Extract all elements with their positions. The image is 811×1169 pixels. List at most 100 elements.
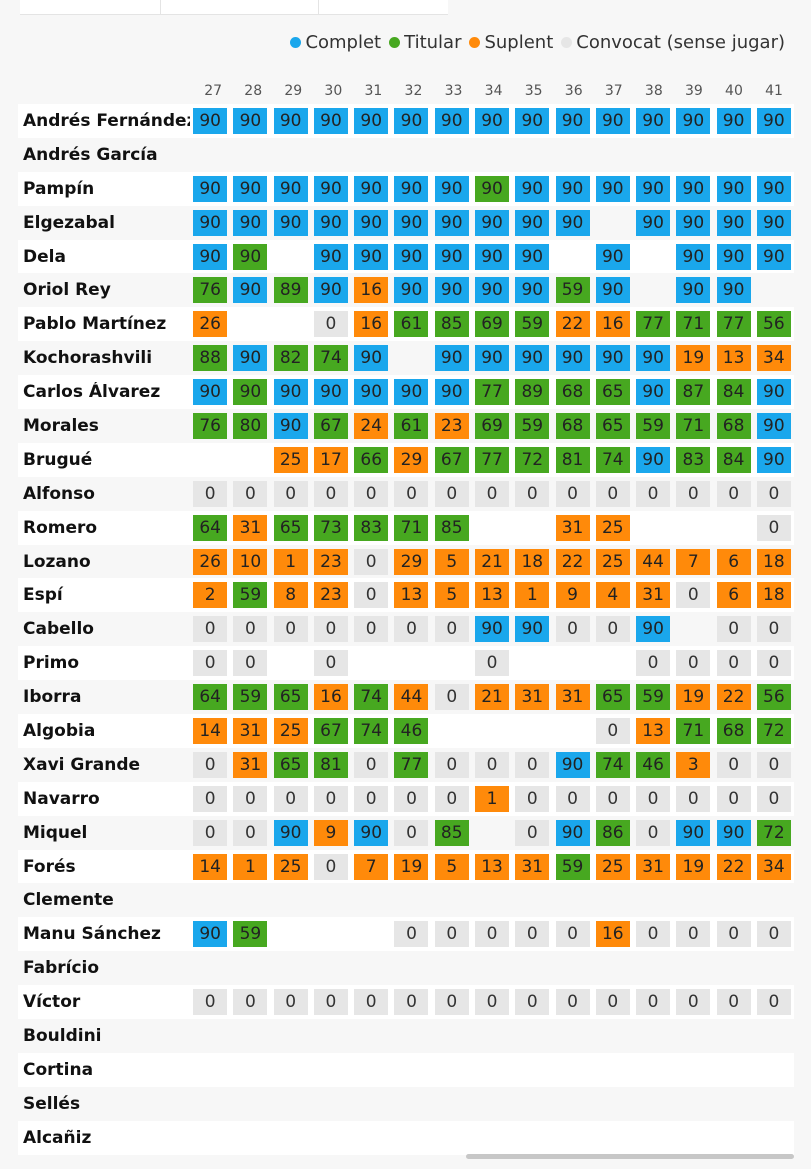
minutes-badge: 59 bbox=[636, 412, 671, 439]
minutes-badge: 0 bbox=[676, 650, 711, 677]
player-name[interactable]: Pampín bbox=[23, 178, 95, 199]
matchday-cell: 25 bbox=[271, 714, 311, 748]
matchday-cell: 14 bbox=[190, 714, 230, 748]
minutes-badge: 59 bbox=[555, 853, 590, 880]
player-row: Pablo Martínez 26 0 16 61 85 69 59 22 16 77 71 77 56 bbox=[18, 307, 794, 342]
matchday-cell: 8 bbox=[271, 578, 311, 612]
player-name[interactable]: Alfonso bbox=[23, 483, 95, 504]
player-name[interactable]: Bouldini bbox=[23, 1025, 102, 1046]
minutes-badge: 0 bbox=[434, 989, 469, 1016]
player-name[interactable]: Carlos Álvarez bbox=[23, 382, 161, 403]
minutes-badge: 0 bbox=[434, 616, 469, 643]
player-row: Forés 14 1 25 0 7 19 5 13 31 59 25 31 19 22 34 bbox=[18, 849, 794, 884]
player-name[interactable]: Lozano bbox=[23, 551, 91, 572]
matchday-cell: 90 bbox=[190, 206, 230, 240]
player-name[interactable]: Kochorashvili bbox=[23, 348, 153, 369]
matchday-cell: 90 bbox=[673, 104, 713, 138]
matchday-cell: 72 bbox=[512, 443, 552, 477]
player-name[interactable]: Morales bbox=[23, 415, 99, 436]
minutes-badge: 0 bbox=[434, 921, 469, 948]
player-name[interactable]: Andrés Fernández bbox=[23, 110, 191, 131]
minutes-badge: 90 bbox=[233, 379, 268, 406]
matchday-cell: 0 bbox=[754, 511, 794, 545]
player-name[interactable]: Navarro bbox=[23, 788, 100, 809]
matchday-cell: 90 bbox=[432, 104, 472, 138]
player-name[interactable]: Xavi Grande bbox=[23, 754, 141, 775]
matchday-cell: 71 bbox=[391, 511, 431, 545]
minutes-badge: 90 bbox=[716, 243, 751, 270]
player-name[interactable]: Oriol Rey bbox=[23, 280, 111, 301]
minutes-badge: 29 bbox=[394, 446, 429, 473]
player-name[interactable]: Cortina bbox=[23, 1059, 94, 1080]
minutes-badge: 31 bbox=[233, 514, 268, 541]
minutes-badge: 76 bbox=[193, 412, 228, 439]
matchday-cell bbox=[552, 1087, 592, 1121]
matchday-cell: 68 bbox=[552, 409, 592, 443]
minutes-badge: 65 bbox=[273, 514, 308, 541]
matchday-cell bbox=[391, 1053, 431, 1087]
matchday-cell bbox=[593, 1087, 633, 1121]
player-name[interactable]: Fabrício bbox=[23, 958, 100, 979]
player-name[interactable]: Romero bbox=[23, 517, 98, 538]
matchday-cell: 16 bbox=[593, 307, 633, 341]
matchday-cell: 64 bbox=[190, 680, 230, 714]
matchday-cell: 16 bbox=[351, 273, 391, 307]
legend-label: Convocat (sense jugar) bbox=[576, 32, 785, 53]
minutes-badge: 0 bbox=[716, 921, 751, 948]
matchday-cell: 59 bbox=[512, 307, 552, 341]
matchday-cell: 90 bbox=[190, 172, 230, 206]
matchday-cell: 73 bbox=[311, 511, 351, 545]
minutes-badge: 0 bbox=[233, 650, 268, 677]
matchday-cell: 0 bbox=[391, 917, 431, 951]
player-name[interactable]: Forés bbox=[23, 856, 76, 877]
minutes-badge: 90 bbox=[313, 277, 348, 304]
minutes-badge: 0 bbox=[716, 989, 751, 1016]
matchday-cell bbox=[633, 951, 673, 985]
matchday-cell bbox=[230, 138, 270, 172]
player-name[interactable]: Clemente bbox=[23, 890, 114, 911]
player-name[interactable]: Brugué bbox=[23, 449, 93, 470]
player-name[interactable]: Alcañiz bbox=[23, 1127, 92, 1148]
matchday-cell: 77 bbox=[633, 307, 673, 341]
matchday-cell: 61 bbox=[391, 307, 431, 341]
matchday-cell: 0 bbox=[552, 985, 592, 1019]
player-name[interactable]: Cabello bbox=[23, 619, 94, 640]
matchday-cell: 21 bbox=[472, 680, 512, 714]
matchday-cell: 0 bbox=[432, 477, 472, 511]
player-name[interactable]: Elgezabal bbox=[23, 212, 115, 233]
matchday-cell: 0 bbox=[391, 612, 431, 646]
minutes-badge: 46 bbox=[636, 751, 671, 778]
minutes-badge: 74 bbox=[595, 751, 630, 778]
matchday-cell bbox=[230, 1087, 270, 1121]
player-name[interactable]: Pablo Martínez bbox=[23, 314, 167, 335]
player-name[interactable]: Andrés García bbox=[23, 144, 158, 165]
player-name[interactable]: Iborra bbox=[23, 687, 82, 708]
matchday-cell: 81 bbox=[311, 748, 351, 782]
matchday-cell: 0 bbox=[673, 917, 713, 951]
matchday-cell: 90 bbox=[673, 206, 713, 240]
minutes-badge: 0 bbox=[636, 819, 671, 846]
matchday-cell: 0 bbox=[512, 782, 552, 816]
matchday-cell bbox=[633, 1121, 673, 1155]
matchday-cell bbox=[633, 240, 673, 274]
player-name[interactable]: Sellés bbox=[23, 1093, 81, 1114]
player-name[interactable]: Primo bbox=[23, 653, 80, 674]
player-name[interactable]: Espí bbox=[23, 585, 63, 606]
minutes-badge: 90 bbox=[193, 243, 228, 270]
player-name[interactable]: Manu Sánchez bbox=[23, 924, 161, 945]
minutes-badge: 21 bbox=[475, 548, 510, 575]
matchday-cell: 5 bbox=[432, 850, 472, 884]
matchday-cell bbox=[552, 714, 592, 748]
horizontal-scrollbar[interactable] bbox=[466, 1154, 794, 1159]
matchday-cell: 76 bbox=[190, 409, 230, 443]
matchday-cell bbox=[593, 1121, 633, 1155]
player-name[interactable]: Víctor bbox=[23, 992, 81, 1013]
player-name[interactable]: Dela bbox=[23, 246, 66, 267]
matchday-cell: 19 bbox=[673, 850, 713, 884]
matchday-cell bbox=[271, 883, 311, 917]
matchday-cell bbox=[311, 1053, 351, 1087]
matchday-cell: 90 bbox=[230, 172, 270, 206]
player-name[interactable]: Algobia bbox=[23, 720, 96, 741]
matchday-cell: 1 bbox=[512, 578, 552, 612]
player-name[interactable]: Miquel bbox=[23, 822, 88, 843]
